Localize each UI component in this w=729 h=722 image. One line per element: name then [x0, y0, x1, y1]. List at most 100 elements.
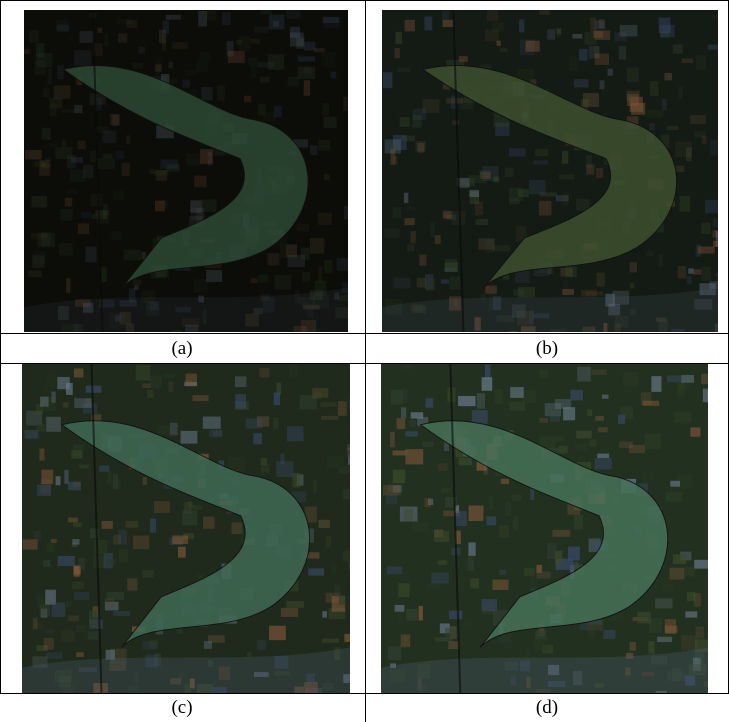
texture: [455, 511, 466, 526]
texture: [509, 402, 525, 411]
texture: [651, 376, 661, 392]
texture: [136, 365, 151, 381]
texture: [172, 42, 188, 49]
texture: [39, 160, 49, 176]
texture: [78, 141, 86, 149]
texture: [505, 501, 511, 516]
texture: [404, 218, 414, 225]
texture: [88, 631, 100, 639]
texture: [57, 65, 64, 79]
texture: [48, 143, 56, 147]
texture: [74, 369, 83, 378]
texture: [559, 175, 575, 180]
texture: [147, 390, 153, 398]
texture: [107, 472, 112, 485]
texture: [97, 158, 115, 169]
texture: [36, 622, 42, 628]
segmented-image: [22, 364, 350, 693]
texture: [539, 10, 550, 15]
texture: [62, 140, 67, 147]
texture: [104, 34, 108, 45]
texture: [469, 190, 479, 197]
texture: [470, 578, 479, 588]
texture: [186, 154, 200, 166]
texture: [260, 77, 269, 83]
texture: [185, 70, 196, 75]
texture: [134, 285, 138, 289]
texture: [559, 446, 568, 454]
texture: [113, 611, 130, 616]
texture: [711, 15, 718, 19]
texture: [343, 551, 350, 562]
caption: (b): [365, 335, 729, 363]
texture: [205, 11, 216, 21]
texture: [51, 539, 57, 543]
texture: [393, 156, 397, 164]
texture: [603, 630, 615, 639]
texture: [713, 241, 718, 247]
texture: [391, 390, 403, 405]
texture: [574, 79, 589, 87]
texture: [590, 18, 596, 32]
texture: [665, 619, 676, 634]
texture: [143, 477, 147, 485]
texture: [696, 626, 705, 638]
texture: [644, 434, 660, 450]
texture: [28, 270, 42, 277]
texture: [525, 41, 539, 52]
texture: [36, 53, 52, 67]
texture: [556, 195, 569, 201]
texture: [589, 46, 599, 58]
texture: [290, 32, 304, 46]
texture: [89, 611, 100, 627]
texture: [647, 110, 664, 118]
texture: [318, 267, 322, 283]
texture: [263, 112, 274, 121]
texture: [64, 470, 68, 484]
texture: [426, 398, 434, 407]
texture: [693, 269, 701, 275]
texture: [287, 426, 304, 441]
texture: [72, 539, 79, 544]
texture: [509, 148, 526, 156]
texture: [596, 273, 604, 287]
texture: [324, 260, 332, 274]
texture: [452, 120, 459, 124]
texture: [682, 59, 693, 63]
texture: [690, 115, 705, 124]
texture: [407, 244, 414, 251]
texture: [301, 248, 310, 260]
texture: [608, 69, 613, 76]
texture: [409, 420, 416, 427]
texture: [33, 251, 46, 264]
texture: [158, 426, 171, 435]
texture: [254, 26, 269, 32]
texture: [586, 164, 594, 174]
texture: [73, 522, 82, 527]
texture: [59, 243, 73, 255]
texture: [448, 641, 459, 649]
texture: [419, 255, 426, 266]
texture: [79, 464, 88, 468]
texture: [313, 393, 322, 399]
texture: [539, 201, 551, 216]
texture: [486, 239, 495, 253]
texture: [537, 571, 551, 578]
texture: [602, 395, 609, 399]
texture: [46, 417, 61, 432]
texture: [44, 638, 54, 650]
texture: [274, 275, 291, 290]
texture: [563, 280, 568, 288]
texture: [313, 480, 317, 493]
texture: [48, 68, 53, 84]
texture: [574, 444, 587, 451]
texture: [288, 77, 300, 87]
texture: [71, 450, 82, 459]
texture: [63, 402, 68, 408]
texture: [349, 563, 350, 569]
texture: [66, 383, 73, 395]
texture: [479, 170, 487, 176]
texture: [649, 618, 662, 633]
texture: [694, 560, 708, 569]
texture: [56, 20, 68, 32]
